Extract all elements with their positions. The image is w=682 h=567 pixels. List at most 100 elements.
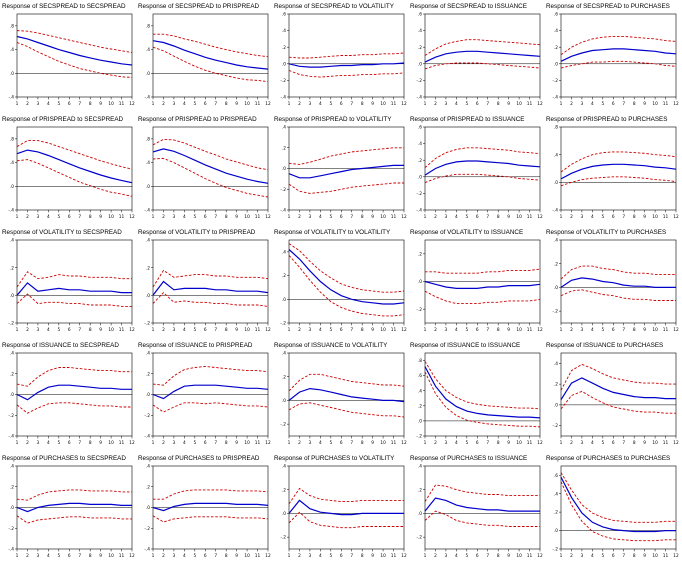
x-tick-label: 9 xyxy=(371,101,374,107)
x-tick-label: 12 xyxy=(401,214,407,220)
x-tick-label: 6 xyxy=(612,440,615,446)
x-tick-label: 8 xyxy=(633,553,636,559)
chart-panel: Response of PRISPREAD to VOLATILITY -.4 -.… xyxy=(273,115,409,228)
x-tick-label: 7 xyxy=(214,440,217,446)
response-line xyxy=(152,148,269,184)
plot-area: -.2.0.2.41 2 3 4 5 6 7 8 9 10 11 12 xyxy=(416,464,543,559)
y-tick-label: .2 xyxy=(10,484,14,490)
x-tick-label: 4 xyxy=(319,440,322,446)
x-tick-label: 10 xyxy=(108,440,114,446)
x-tick-label: 10 xyxy=(652,214,658,220)
upper-band-line xyxy=(560,363,676,391)
chart-title: Response of SECSPREAD to PURCHASES xyxy=(546,3,670,10)
x-tick-label: 12 xyxy=(129,553,135,559)
x-tick-label: 5 xyxy=(57,553,60,559)
y-tick-label: .0 xyxy=(10,71,14,77)
x-tick-label: 3 xyxy=(173,327,176,333)
x-tick-label: 1 xyxy=(152,327,155,333)
y-tick-label: -.2 xyxy=(552,78,558,84)
x-tick-label: 1 xyxy=(288,214,291,220)
x-tick-label: 12 xyxy=(265,101,271,107)
x-tick-label: 6 xyxy=(68,101,71,107)
x-tick-label: 8 xyxy=(361,440,364,446)
chart-panel: Response of SECSPREAD to ISSUANCE -.4 -.2.… xyxy=(409,2,545,115)
x-tick-label: 6 xyxy=(204,214,207,220)
plot-area: -.4-.2.0.2.41 2 3 4 5 6 7 8 9 10 11 12 xyxy=(8,464,135,559)
y-tick-label: .8 xyxy=(146,136,150,142)
x-tick-label: 6 xyxy=(476,214,479,220)
x-tick-label: 10 xyxy=(244,327,250,333)
y-tick-label: -.4 xyxy=(416,95,422,101)
x-tick-label: 3 xyxy=(309,101,312,107)
plot-area: -.4-.2.0.2.41 2 3 4 5 6 7 8 9 10 11 12 xyxy=(280,125,407,220)
y-tick-label: -.4 xyxy=(8,95,14,101)
upper-band-line xyxy=(16,367,132,387)
x-tick-label: 12 xyxy=(401,101,407,107)
x-tick-label: 8 xyxy=(633,440,636,446)
chart-panel: Response of SECSPREAD to PURCHASES -.4 -.2… xyxy=(545,2,681,115)
chart-panel: Response of SECSPREAD to SECSPREAD -.4 .0.… xyxy=(1,2,137,115)
x-tick-label: 11 xyxy=(391,101,397,107)
x-tick-label: 11 xyxy=(119,101,125,107)
x-tick-label: 5 xyxy=(601,214,604,220)
plot-area: -.2.0.2.41 2 3 4 5 6 7 8 9 10 11 12 xyxy=(552,238,679,333)
x-tick-label: 2 xyxy=(434,101,437,107)
x-tick-label: 10 xyxy=(380,214,386,220)
x-tick-label: 11 xyxy=(391,327,397,333)
plot-area: -.2.0.2.4.61 2 3 4 5 6 7 8 9 10 11 12 xyxy=(552,465,679,559)
x-tick-label: 2 xyxy=(26,553,29,559)
x-tick-label: 4 xyxy=(183,440,186,446)
x-tick-label: 11 xyxy=(663,553,669,559)
response-line xyxy=(424,160,541,176)
x-tick-label: 8 xyxy=(225,101,228,107)
y-tick-label: .2 xyxy=(418,487,422,493)
y-tick-label: .4 xyxy=(418,388,422,394)
response-line xyxy=(16,35,133,66)
response-line xyxy=(152,280,269,296)
y-tick-label: .4 xyxy=(554,361,558,367)
lower-band-line xyxy=(288,69,405,78)
x-tick-label: 4 xyxy=(455,101,458,107)
x-tick-label: 6 xyxy=(204,553,207,559)
x-tick-label: 6 xyxy=(476,327,479,333)
x-tick-label: 7 xyxy=(78,214,81,220)
x-tick-label: 2 xyxy=(162,440,165,446)
x-tick-label: 2 xyxy=(26,214,29,220)
x-tick-label: 1 xyxy=(424,327,427,333)
x-tick-label: 5 xyxy=(193,214,196,220)
y-tick-label: .2 xyxy=(10,265,14,271)
y-tick-label: -.2 xyxy=(416,535,422,541)
x-tick-label: 7 xyxy=(350,214,353,220)
plot-frame xyxy=(424,465,541,550)
response-line xyxy=(560,163,677,180)
plot-area: -.2.0.2.41 2 3 4 5 6 7 8 9 10 11 12 xyxy=(280,239,407,333)
x-tick-label: 1 xyxy=(288,440,291,446)
y-tick-label: .8 xyxy=(146,23,150,29)
x-tick-label: 6 xyxy=(340,214,343,220)
y-tick-label: -.4 xyxy=(8,547,14,553)
x-tick-label: 10 xyxy=(380,553,386,559)
x-tick-label: 10 xyxy=(516,101,522,107)
upper-band-line xyxy=(152,366,269,386)
x-tick-label: 10 xyxy=(244,101,250,107)
y-tick-label: -.4 xyxy=(8,208,14,214)
x-tick-label: 6 xyxy=(340,440,343,446)
plot-frame xyxy=(16,239,133,324)
chart-title: Response of SECSPREAD to ISSUANCE xyxy=(410,3,527,10)
x-tick-label: 11 xyxy=(119,440,125,446)
x-tick-label: 5 xyxy=(57,440,60,446)
x-tick-label: 9 xyxy=(643,553,646,559)
plot-area: -.4-.2.0.2.4.61 2 3 4 5 6 7 8 9 10 11 12 xyxy=(280,12,407,107)
y-tick-label: .0 xyxy=(282,297,286,303)
x-tick-label: 5 xyxy=(57,214,60,220)
x-tick-label: 1 xyxy=(288,327,291,333)
x-tick-label: 10 xyxy=(516,553,522,559)
x-tick-label: 3 xyxy=(37,101,40,107)
response-line xyxy=(16,282,132,296)
plot-frame xyxy=(152,239,269,324)
y-tick-label: .0 xyxy=(282,166,286,172)
x-tick-label: 9 xyxy=(99,553,102,559)
y-tick-label: -.2 xyxy=(552,423,558,429)
chart-title: Response of PRISPREAD to VOLATILITY xyxy=(274,116,392,123)
lower-band-line xyxy=(16,42,133,78)
